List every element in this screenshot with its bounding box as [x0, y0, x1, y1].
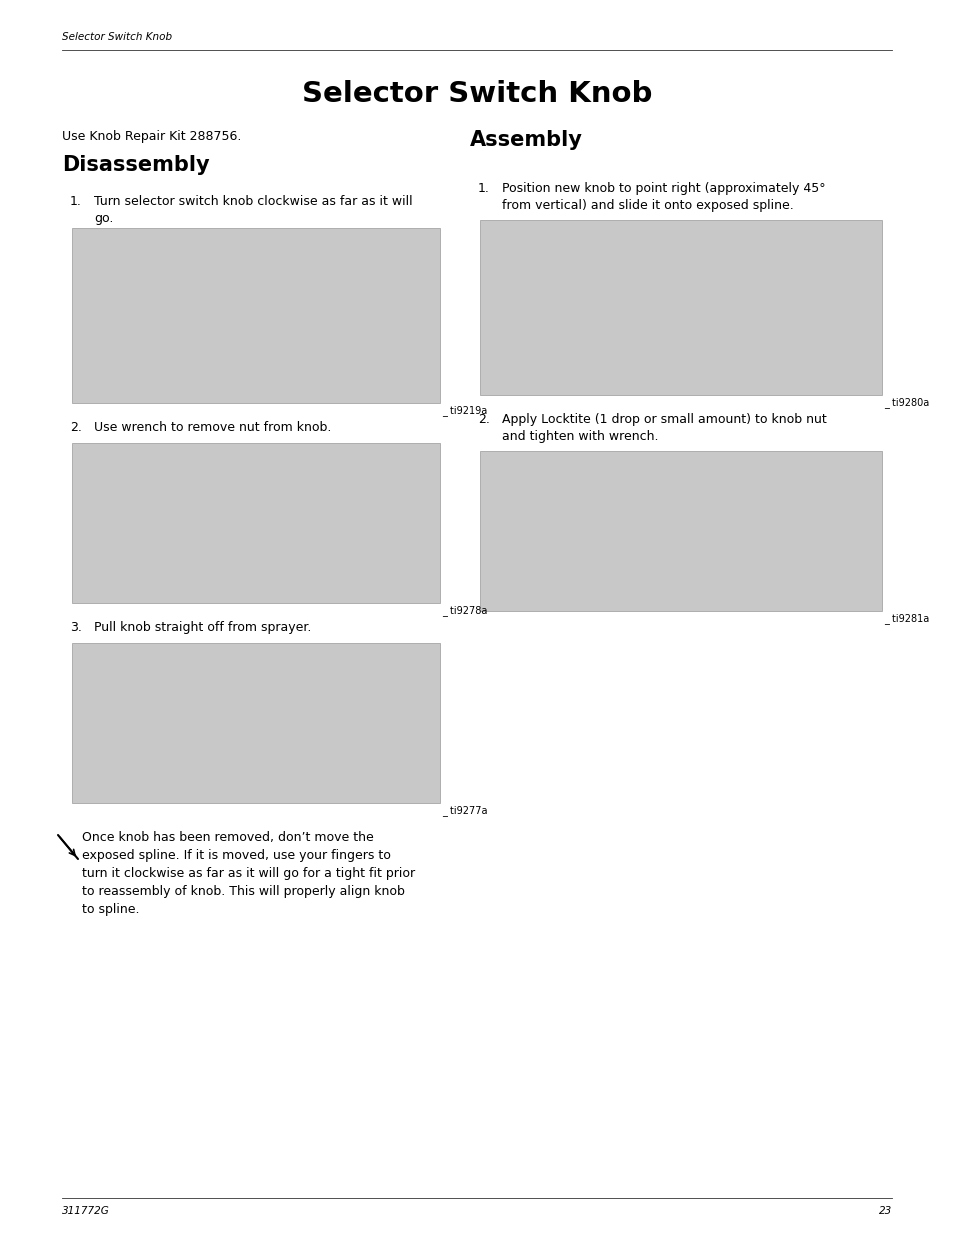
Bar — [71, 643, 439, 803]
Text: Selector Switch Knob: Selector Switch Knob — [301, 80, 652, 107]
Text: _ ti9278a: _ ti9278a — [441, 605, 487, 616]
Text: 2.: 2. — [70, 421, 82, 433]
Bar — [479, 451, 882, 611]
Text: Position new knob to point right (approximately 45°
from vertical) and slide it : Position new knob to point right (approx… — [501, 182, 824, 212]
Text: Apply Locktite (1 drop or small amount) to knob nut
and tighten with wrench.: Apply Locktite (1 drop or small amount) … — [501, 412, 826, 443]
Text: 3.: 3. — [70, 621, 82, 634]
Text: Once knob has been removed, don’t move the
exposed spline. If it is moved, use y: Once knob has been removed, don’t move t… — [82, 831, 415, 916]
Text: 23: 23 — [878, 1207, 891, 1216]
Text: _ ti9219a: _ ti9219a — [441, 405, 487, 416]
Text: _ ti9281a: _ ti9281a — [883, 613, 928, 624]
Text: Pull knob straight off from sprayer.: Pull knob straight off from sprayer. — [94, 621, 311, 634]
Text: 1.: 1. — [70, 195, 82, 207]
Text: Turn selector switch knob clockwise as far as it will
go.: Turn selector switch knob clockwise as f… — [94, 195, 413, 225]
Text: Use wrench to remove nut from knob.: Use wrench to remove nut from knob. — [94, 421, 331, 433]
Text: Disassembly: Disassembly — [62, 156, 210, 175]
Bar — [71, 228, 439, 403]
Text: 1.: 1. — [477, 182, 489, 195]
Text: Selector Switch Knob: Selector Switch Knob — [62, 32, 172, 42]
Text: 2.: 2. — [477, 412, 489, 426]
Bar — [71, 443, 439, 603]
Text: 311772G: 311772G — [62, 1207, 110, 1216]
Text: Use Knob Repair Kit 288756.: Use Knob Repair Kit 288756. — [62, 130, 241, 143]
Text: _ ti9280a: _ ti9280a — [883, 396, 928, 408]
Bar — [479, 220, 882, 395]
Text: Assembly: Assembly — [470, 130, 582, 149]
Text: _ ti9277a: _ ti9277a — [441, 805, 487, 816]
